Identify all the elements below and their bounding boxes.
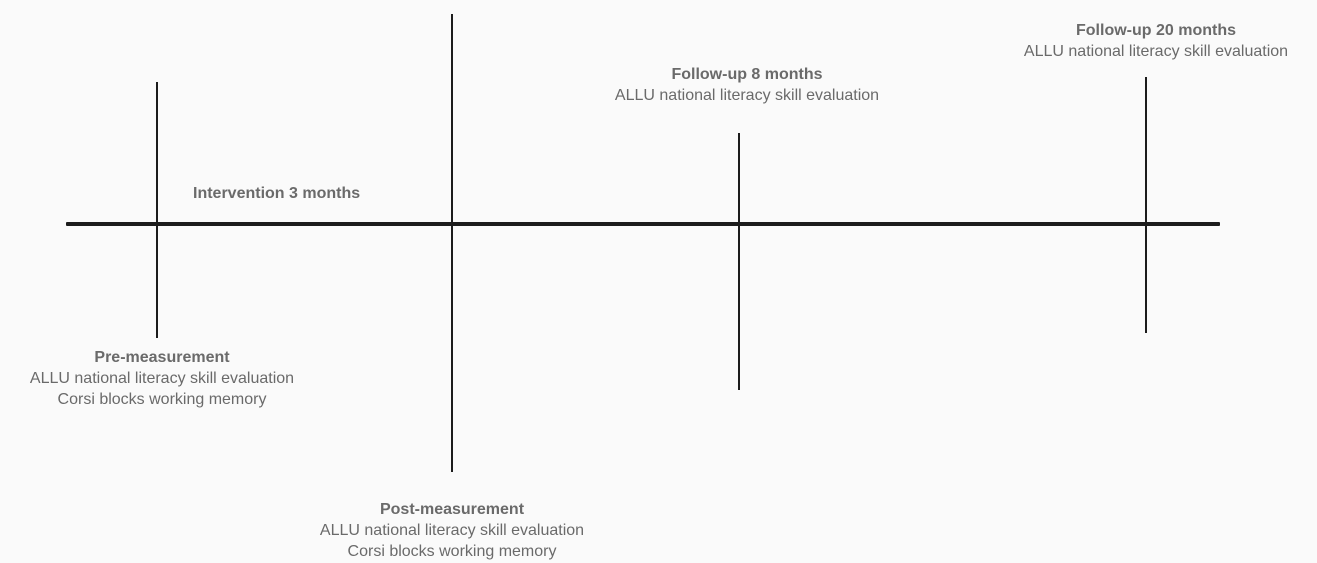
- pre-measurement-title: Pre-measurement: [94, 349, 230, 366]
- followup-8-months-marker: [738, 133, 740, 390]
- followup-8-months-label: Follow-up 8 months ALLU national literac…: [572, 64, 922, 106]
- pre-measurement-line-1: ALLU national literacy skill evaluation: [29, 370, 295, 387]
- followup-8-months-title: Follow-up 8 months: [671, 66, 823, 83]
- followup-8-months-line-1: ALLU national literacy skill evaluation: [614, 87, 880, 104]
- followup-20-months-label: Follow-up 20 months ALLU national litera…: [986, 20, 1317, 62]
- post-measurement-label: Post-measurement ALLU national literacy …: [267, 499, 637, 562]
- pre-measurement-marker: [156, 82, 158, 338]
- post-measurement-line-1: ALLU national literacy skill evaluation: [319, 522, 585, 539]
- timeline-axis: [66, 222, 1220, 226]
- pre-measurement-label: Pre-measurement ALLU national literacy s…: [0, 347, 332, 410]
- post-measurement-marker: [451, 14, 453, 472]
- intervention-label: Intervention 3 months: [193, 183, 360, 204]
- post-measurement-line-2: Corsi blocks working memory: [347, 543, 557, 560]
- followup-20-months-line-1: ALLU national literacy skill evaluation: [1023, 43, 1289, 60]
- followup-20-months-title: Follow-up 20 months: [1076, 22, 1236, 39]
- followup-20-months-marker: [1145, 77, 1147, 333]
- post-measurement-title: Post-measurement: [379, 501, 525, 518]
- pre-measurement-line-2: Corsi blocks working memory: [57, 391, 267, 408]
- intervention-title: Intervention 3 months: [193, 185, 361, 202]
